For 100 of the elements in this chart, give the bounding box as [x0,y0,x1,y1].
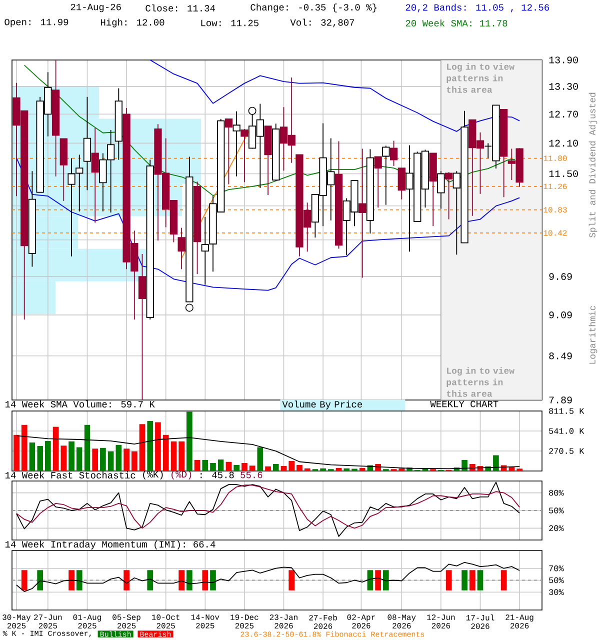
text: WEEKLY CHART [430,400,498,408]
x-tick-label: 01-Aug 2025 [73,614,101,628]
x-tick-label: 14-Nov 2025 [191,614,220,628]
bar [249,466,256,471]
line-series [150,60,520,132]
bar [124,448,130,471]
bar [296,464,302,471]
x-tick-label: 27-Jun 2025 [34,614,62,628]
bar [131,451,138,471]
bar [100,448,106,471]
x-tick-label: 23-Jan 2026 [270,614,298,628]
bar [68,441,74,471]
text: 55.6 [240,472,262,478]
bar [108,451,114,471]
candlestick [390,140,398,166]
bar [398,468,405,471]
bar [280,466,287,471]
bar [21,424,28,471]
text: Close: 11.34 [146,4,216,12]
bar [493,455,499,471]
bar [147,421,154,471]
candlestick [240,128,248,183]
bar [139,424,146,471]
annotation: Log in to view patterns in this area [446,367,514,397]
candlestick [382,145,390,206]
bar [462,460,468,471]
y-tick-label: 13.90 [549,56,578,64]
bar [257,447,264,471]
y-tick-label: 11.50 [549,170,578,178]
candlestick [68,158,76,257]
bar [226,462,232,471]
bar [272,464,279,471]
candlestick [232,110,240,177]
text: 21-Aug-26 [70,4,121,12]
candlestick [358,148,366,278]
text: Low: 11.25 [201,20,258,26]
text: (%K) [143,470,163,480]
y-tick-label: 50% [549,508,564,514]
x-tick-label: 30-May 2025 [2,614,31,628]
candlestick [76,154,84,212]
y-tick-label: 9.69 [549,273,572,280]
ref-line-label: 10.83 [544,207,567,212]
candlestick [178,227,186,270]
bar [116,444,122,471]
bar [242,462,248,471]
candlestick [138,254,146,400]
candlestick [437,170,445,210]
text: High: 12.00 [100,18,164,28]
bar [155,422,161,471]
bar [45,440,51,471]
bar [210,462,216,471]
ref-line-label: 10.42 [544,230,567,236]
y-tick-label: 80% [549,490,564,496]
y-tick-label: 30% [549,589,564,596]
bar [162,434,169,471]
y-tick-label: 13.30 [549,83,578,90]
y-tick-label: 70% [549,565,564,572]
text: 20,2 Bands: 11.05 , 12.56 [406,4,549,12]
x-tick-label: 12-Jun 2026 [427,614,455,628]
text: Volume By Price [282,400,362,410]
candlestick [374,156,382,208]
bar [359,468,366,471]
text: Vol: 32,807 [290,18,354,28]
text: Logarithmic [588,306,598,364]
chart-title: 14 Week SMA Volume: 59.7 K [5,400,155,408]
text: : 45.8 [200,472,234,478]
bar [170,441,177,471]
ref-line-label: 11.80 [544,156,567,161]
candlestick [83,96,92,191]
x-tick-label: 10-Oct 2025 [152,614,180,628]
bar [84,424,90,471]
text: Open: 11.99 [4,18,68,28]
y-tick-label: 270.5 K [549,448,584,454]
candlestick [398,168,406,200]
bar [76,447,82,471]
bar [37,446,43,471]
candlestick [91,128,99,224]
bar [29,442,36,471]
x-tick-label: 21-Aug 2026 [506,614,534,628]
bar [178,441,184,471]
y-axis-title: Split and Dividend Adjusted [588,92,598,238]
bar [60,446,67,471]
annotation: Log in to view patterns in this area [446,63,514,93]
ref-line-label: 11.26 [544,184,567,190]
bar [194,460,200,471]
y-tick-label: 541.0 K [549,428,584,434]
bar [218,459,224,471]
x-tick-label: 08-May 2026 [388,614,416,628]
chart-title: 14 Week Intraday Momentum (IMI): 66.4 [5,540,216,550]
bar [202,460,208,471]
candlestick [444,172,453,220]
bar [336,468,342,471]
bar [288,461,295,471]
bar [344,468,350,471]
bar [234,464,240,471]
y-tick-label: 20% [549,525,564,532]
bar [320,468,326,471]
y-tick-label: 50% [549,577,564,584]
text: Change: -0.35 {-3.0 %} [250,4,376,12]
bar [92,448,98,471]
